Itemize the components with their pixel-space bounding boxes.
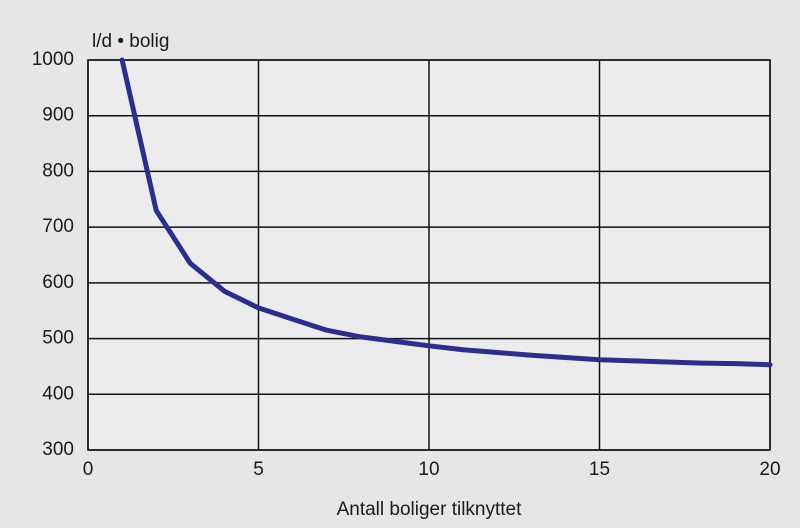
y-tick-label: 500 (42, 328, 74, 349)
y-tick-label: 900 (42, 105, 74, 126)
y-tick-label: 300 (42, 439, 74, 460)
x-tick-label: 10 (418, 459, 439, 480)
x-tick-label: 15 (589, 459, 610, 480)
data-line (119, 57, 773, 368)
y-axis-label: l/d • bolig (92, 31, 169, 52)
x-tick-label: 20 (759, 459, 780, 480)
y-tick-label: 700 (42, 216, 74, 237)
x-tick-label: 0 (83, 459, 94, 480)
y-tick-label: 1000 (32, 49, 74, 70)
x-tick-label: 5 (253, 459, 264, 480)
y-tick-label: 800 (42, 160, 74, 181)
y-tick-label: 400 (42, 383, 74, 404)
x-axis-label: Antall boliger tilknyttet (337, 499, 523, 520)
y-tick-label: 600 (42, 272, 74, 293)
